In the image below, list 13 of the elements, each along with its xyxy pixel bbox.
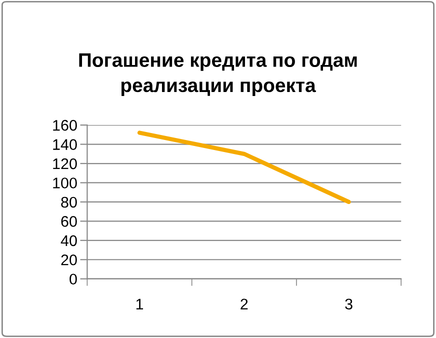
y-tick-label: 100 [53, 178, 77, 188]
y-tick-label: 60 [61, 216, 77, 227]
y-tick-label: 140 [53, 139, 77, 150]
x-tick-label: 3 [345, 298, 352, 310]
y-tick-label: 160 [53, 120, 77, 131]
x-tick-label: 2 [240, 298, 248, 310]
y-tick-label: 0 [70, 274, 77, 285]
y-tick-label: 80 [61, 196, 77, 208]
x-tick-label: 1 [136, 298, 144, 310]
y-tick-label: 20 [61, 254, 77, 266]
chart-title: Погашение кредита по годам реализации проекта [79, 53, 357, 96]
y-tick-label: 120 [53, 158, 77, 170]
y-tick-label: 40 [60, 235, 77, 246]
